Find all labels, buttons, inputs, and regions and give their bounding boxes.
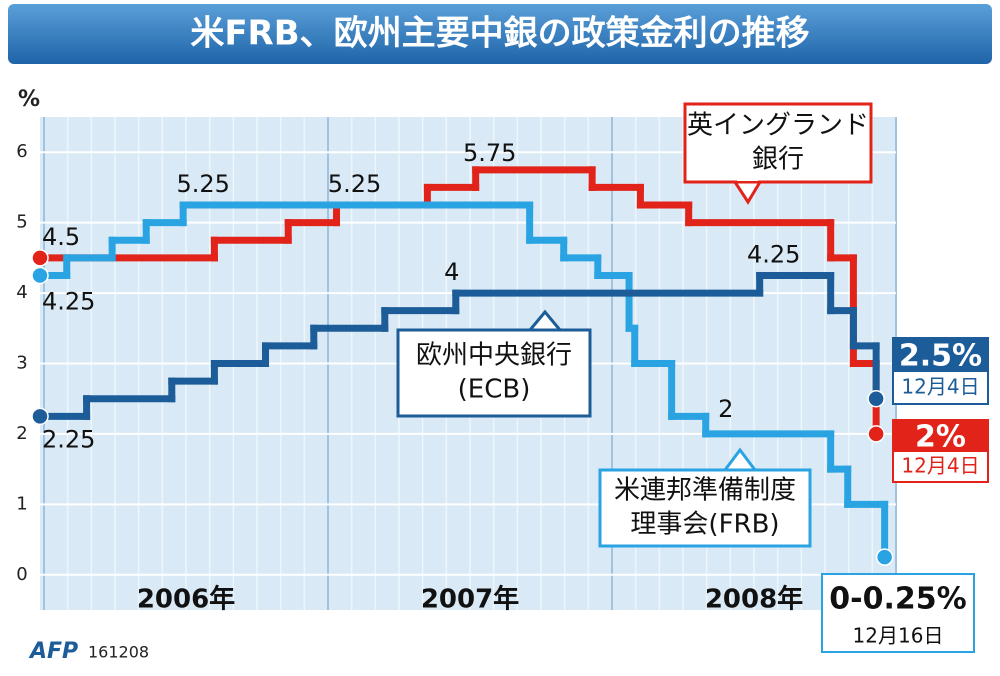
data-label: 5.25 [176, 170, 229, 198]
legend-pointer-cover [727, 471, 753, 474]
legend-pointer-cover [737, 179, 758, 181]
x-tick-label: 2007年 [421, 584, 519, 615]
end-dot [31, 249, 49, 267]
legend-pointer [526, 309, 564, 332]
data-label: 2 [718, 395, 733, 423]
data-label: 5.75 [463, 139, 516, 167]
end-dot [867, 389, 885, 408]
end-callout-head [823, 575, 973, 622]
code: 161208 [88, 643, 149, 662]
y-tick-label: 4 [16, 282, 27, 303]
legend-label: 英イングランド [687, 111, 869, 141]
end-dot [31, 407, 49, 426]
legend-label: 理事会(FRB) [630, 510, 779, 540]
end-dot [867, 425, 885, 443]
legend-box [396, 328, 592, 418]
data-label: 2.25 [42, 425, 95, 453]
end-date-label: 12月16日 [853, 624, 944, 648]
data-label: 5.25 [328, 170, 381, 198]
legend-label: 銀行 [752, 145, 804, 175]
end-date-label: 12月4日 [901, 375, 979, 399]
y-tick-label: 0 [16, 564, 27, 585]
source-logo: AFP [28, 639, 78, 664]
x-tick-label: 2006年 [137, 584, 235, 615]
y-tick-label: 2 [16, 423, 27, 444]
legend-pointer-cover [532, 331, 558, 334]
end-value-label: 0-0.25% [829, 582, 966, 617]
data-label: 4.25 [42, 287, 95, 315]
legend-box [683, 102, 873, 184]
end-value-label: 2% [915, 420, 966, 455]
legend-label: (ECB) [458, 375, 531, 405]
x-tick-label: 2008年 [705, 584, 803, 615]
end-date-label: 12月4日 [901, 454, 979, 478]
data-label: 4.5 [42, 223, 80, 251]
y-tick-label: 3 [16, 353, 27, 374]
end-dot [875, 548, 894, 566]
y-axis-label: % [18, 87, 40, 112]
chart-title: 米FRB、欧州主要中銀の政策金利の推移 [190, 14, 809, 54]
end-dot [31, 266, 49, 285]
legend-pointer [722, 447, 758, 472]
data-label: 4 [444, 258, 459, 286]
end-callout-head [894, 339, 987, 372]
legend-box [598, 468, 812, 548]
legend-label: 欧州中央銀行 [416, 341, 572, 371]
end-callout-head [894, 421, 987, 452]
y-tick-label: 5 [16, 212, 27, 233]
y-tick-label: 6 [16, 141, 27, 162]
title-bar [8, 4, 992, 64]
legend-pointer [732, 180, 763, 205]
end-value-label: 2.5% [899, 339, 982, 374]
legend-label: 米連邦準備制度 [614, 476, 796, 506]
data-label: 4.25 [747, 240, 800, 268]
y-tick-label: 1 [16, 493, 27, 514]
